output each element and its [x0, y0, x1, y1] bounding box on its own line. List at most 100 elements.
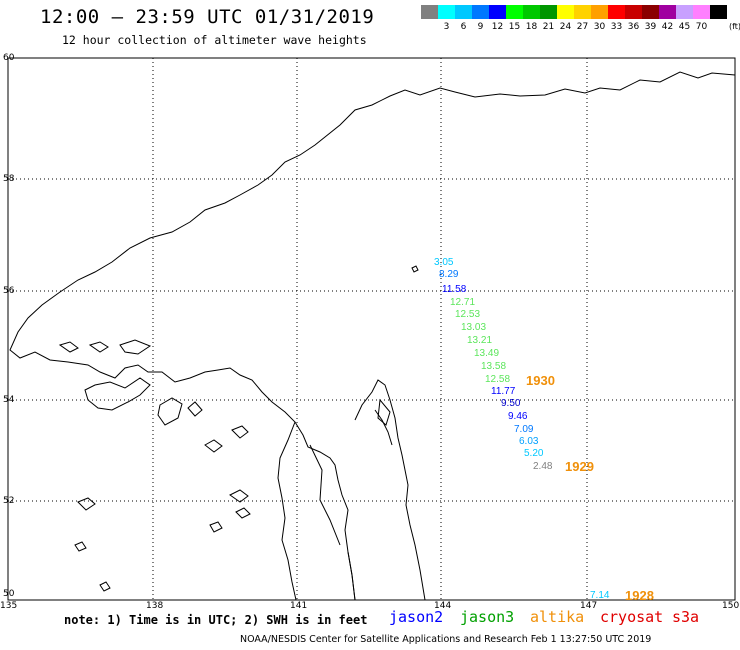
legend-swatch [710, 5, 727, 19]
legend-cell: 39 [642, 5, 659, 32]
legend-cell: 45 [676, 5, 693, 32]
legend-cell [421, 5, 438, 32]
wave-height-value: 9.46 [508, 411, 528, 422]
satellite-jason2: jason2 [389, 608, 444, 626]
legend-swatch [574, 5, 591, 19]
wave-height-value: 3.05 [434, 257, 454, 268]
legend-swatch [676, 5, 693, 19]
legend-swatch [472, 5, 489, 19]
wave-height-value: 12.53 [455, 309, 481, 320]
legend-label: 3 [443, 22, 450, 32]
legend-label: 12 [491, 22, 504, 32]
legend-swatch [693, 5, 710, 19]
legend-cell: 42 [659, 5, 676, 32]
legend-cell: 24 [557, 5, 574, 32]
wave-height-value: 11.58 [442, 284, 467, 295]
legend-cell: 33 [608, 5, 625, 32]
wave-height-value: 5.20 [524, 448, 544, 459]
lat-label: 56 [3, 286, 15, 296]
legend-swatch [438, 5, 455, 19]
legend-label: 18 [525, 22, 538, 32]
lat-label: 50 [3, 589, 15, 599]
satellite-cryosat: cryosat [600, 608, 664, 626]
legend-unit: (ft) [729, 22, 740, 31]
legend-cell: 70 [693, 5, 710, 32]
wave-height-value: 7.09 [514, 424, 534, 435]
satellite-s3a: s3a [672, 608, 700, 626]
legend-cell: 12 [489, 5, 506, 32]
satellite-altika: altika [530, 608, 585, 626]
lon-label: 147 [580, 601, 598, 611]
legend-swatch [659, 5, 676, 19]
lon-label: 135 [0, 601, 18, 611]
legend-label: 9 [477, 22, 484, 32]
legend-swatch [489, 5, 506, 19]
color-legend: 3 6 9 12 15 18 21 24 27 30 33 36 39 42 45 70 (ft) [421, 5, 740, 32]
legend-cell: 15 [506, 5, 523, 32]
coastline [9, 71, 736, 601]
wave-height-value: 7.14 [590, 590, 610, 601]
wave-height-value: 13.49 [474, 348, 500, 359]
lat-label: 58 [3, 174, 15, 184]
legend-label: 30 [593, 22, 606, 32]
legend-swatch [455, 5, 472, 19]
map-subtitle: 12 hour collection of altimeter wave hei… [62, 33, 367, 47]
graticule [8, 57, 735, 600]
legend-label: 15 [508, 22, 521, 32]
lon-label: 141 [290, 601, 308, 611]
lon-label: 144 [434, 601, 452, 611]
legend-swatch [540, 5, 557, 19]
lat-label: 54 [3, 395, 15, 405]
legend-cell: 18 [523, 5, 540, 32]
lat-label: 60 [3, 53, 15, 63]
legend-cell: 30 [591, 5, 608, 32]
legend-label: 6 [460, 22, 467, 32]
map-title: 12:00 – 23:59 UTC 01/31/2019 [40, 6, 375, 28]
legend-cell: 3 [438, 5, 455, 32]
pass-time-label: 1928 [625, 588, 654, 603]
legend-label: 24 [559, 22, 572, 32]
wave-height-value: 11.77 [491, 386, 516, 397]
legend-cell: 21 [540, 5, 557, 32]
wave-height-value: 12.58 [485, 374, 511, 385]
legend-cell: 9 [472, 5, 489, 32]
legend-label: 42 [661, 22, 674, 32]
legend-label: 21 [542, 22, 555, 32]
legend-label: 45 [678, 22, 691, 32]
legend-swatch [642, 5, 659, 19]
map-border [7, 57, 736, 601]
legend-cell: 36 [625, 5, 642, 32]
legend-label: 33 [610, 22, 623, 32]
wave-height-value: 13.21 [467, 335, 493, 346]
legend-swatch [608, 5, 625, 19]
legend-swatch [421, 5, 438, 19]
legend-swatch [523, 5, 540, 19]
lon-label: 150 [722, 601, 740, 611]
legend-swatch [591, 5, 608, 19]
legend-label: 39 [644, 22, 657, 32]
legend-label: 70 [695, 22, 708, 32]
wave-height-value: 12.71 [450, 297, 476, 308]
footnote: note: 1) Time is in UTC; 2) SWH is in fe… [64, 613, 368, 627]
wave-height-value: 13.58 [481, 361, 507, 372]
legend-label: 27 [576, 22, 589, 32]
lat-label: 52 [3, 496, 15, 506]
wave-height-value: 13.03 [461, 322, 487, 333]
pass-time-label: 1929 [565, 459, 594, 474]
wave-height-value: 8.29 [439, 269, 459, 280]
pass-time-label: 1930 [526, 373, 555, 388]
legend-cell: 27 [574, 5, 591, 32]
legend-cell: 6 [455, 5, 472, 32]
lon-label: 138 [146, 601, 164, 611]
credit-line: NOAA/NESDIS Center for Satellite Applica… [240, 634, 652, 645]
wave-height-value: 9.50 [501, 398, 521, 409]
legend-swatch [625, 5, 642, 19]
legend-swatch [557, 5, 574, 19]
wave-height-value: 6.03 [519, 436, 539, 447]
legend-cell [710, 5, 727, 32]
legend-swatch [506, 5, 523, 19]
legend-label: 36 [627, 22, 640, 32]
wave-height-value: 2.48 [533, 461, 553, 472]
satellite-jason3: jason3 [460, 608, 515, 626]
